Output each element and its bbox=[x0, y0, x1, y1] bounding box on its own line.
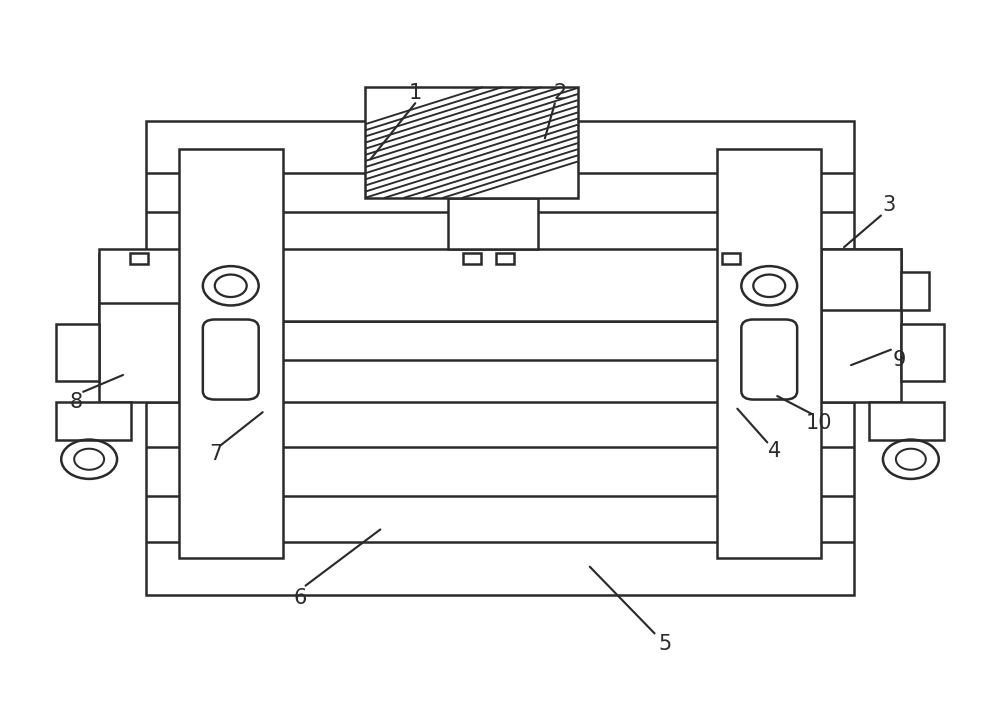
Bar bbox=[56, 402, 131, 441]
Text: 6: 6 bbox=[294, 588, 307, 608]
Text: 4: 4 bbox=[768, 441, 781, 461]
Bar bbox=[365, 87, 578, 198]
Bar bbox=[821, 303, 901, 402]
Bar bbox=[448, 198, 538, 249]
Bar bbox=[130, 253, 148, 264]
Bar bbox=[146, 121, 854, 595]
Bar bbox=[496, 253, 514, 264]
Bar bbox=[56, 324, 99, 381]
Bar bbox=[99, 255, 901, 282]
Text: 2: 2 bbox=[553, 82, 566, 103]
Bar bbox=[901, 271, 929, 310]
Text: 10: 10 bbox=[806, 412, 832, 433]
Bar bbox=[365, 87, 578, 198]
Text: 8: 8 bbox=[70, 392, 83, 412]
Text: 7: 7 bbox=[209, 444, 222, 465]
Text: 9: 9 bbox=[892, 350, 906, 369]
Bar bbox=[722, 253, 740, 264]
Bar bbox=[901, 324, 944, 381]
FancyBboxPatch shape bbox=[741, 319, 797, 400]
Text: 5: 5 bbox=[658, 634, 671, 654]
Bar bbox=[869, 402, 944, 441]
Text: 3: 3 bbox=[882, 195, 896, 215]
FancyBboxPatch shape bbox=[203, 319, 259, 400]
Bar bbox=[821, 249, 901, 310]
Bar bbox=[179, 149, 283, 558]
Bar bbox=[99, 303, 179, 402]
Bar bbox=[717, 149, 821, 558]
Bar bbox=[99, 249, 901, 321]
Bar bbox=[463, 253, 481, 264]
Text: 1: 1 bbox=[409, 82, 422, 103]
Bar bbox=[99, 282, 901, 321]
